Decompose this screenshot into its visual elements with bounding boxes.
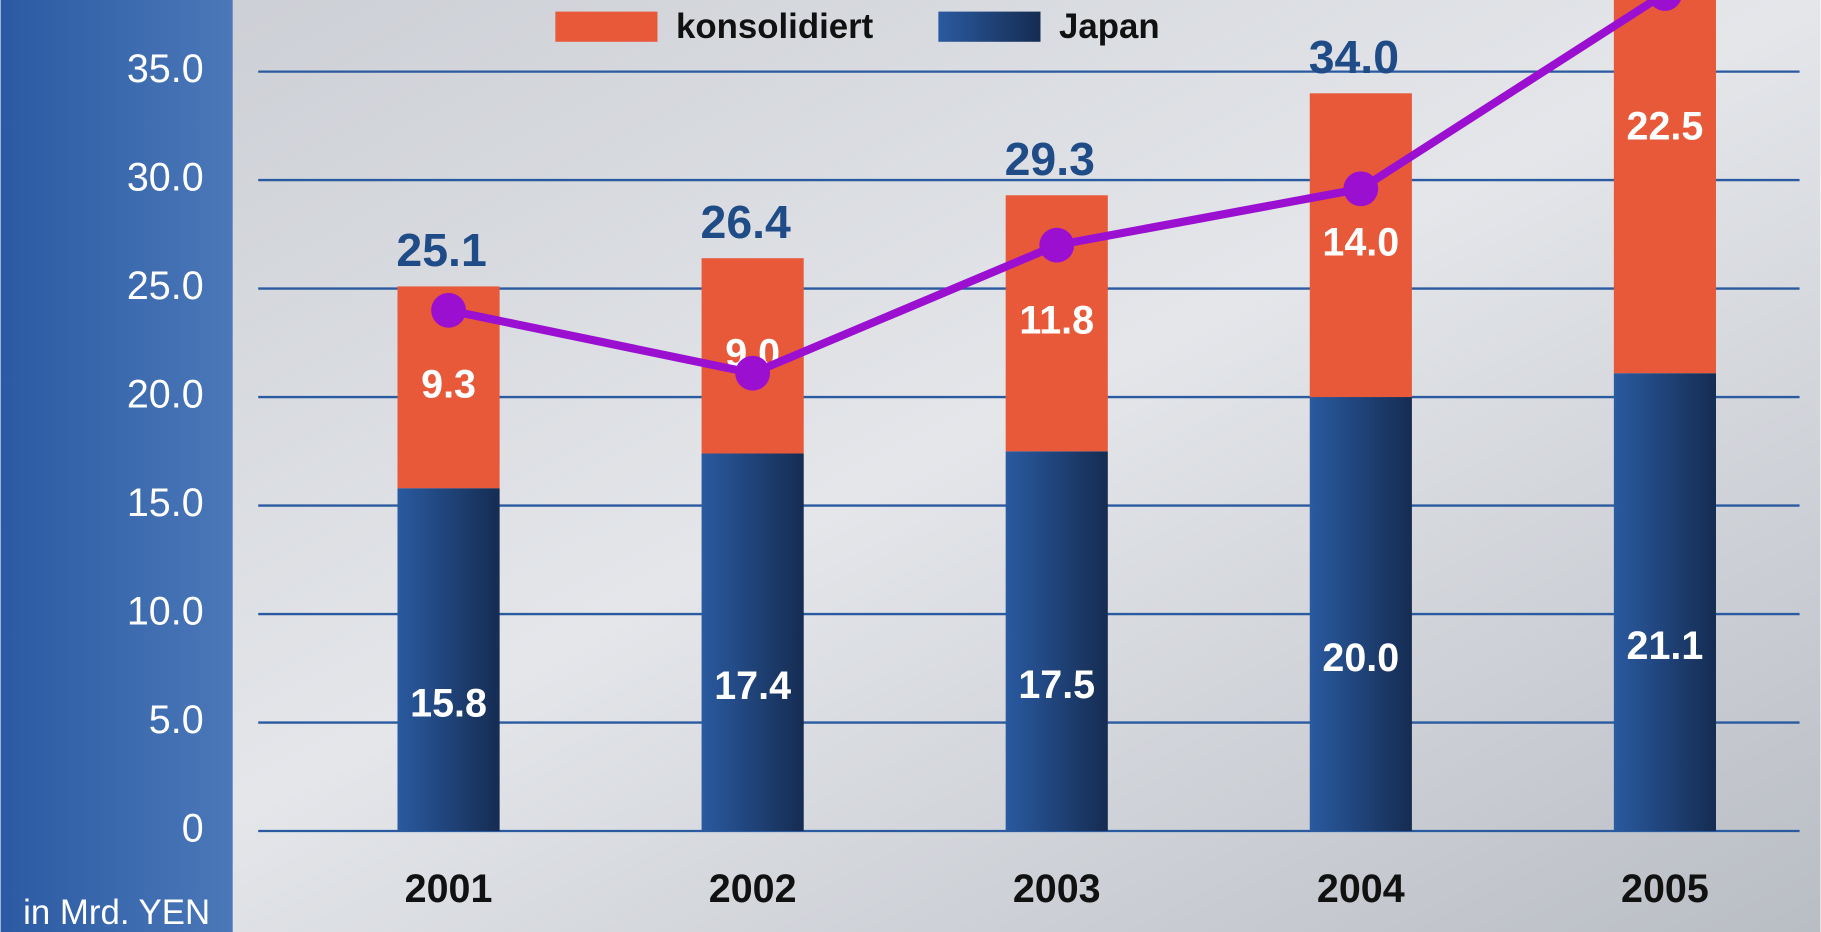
- y-tick-label: 5.0: [149, 698, 204, 742]
- y-tick-label: 35.0: [127, 47, 204, 91]
- data-label: 17.5: [1018, 663, 1095, 707]
- data-label: 15.8: [410, 681, 487, 725]
- x-tick-label: 2005: [1621, 867, 1709, 911]
- y-tick-label: 30.0: [127, 156, 204, 200]
- total-label: 29.3: [1005, 133, 1095, 185]
- data-label: 11.8: [1019, 299, 1094, 343]
- legend-swatch: [555, 11, 658, 42]
- x-tick-label: 2003: [1013, 867, 1101, 911]
- total-label: 26.4: [701, 196, 792, 248]
- bar-segment: [701, 453, 804, 832]
- data-label: 22.5: [1627, 105, 1704, 149]
- legend-swatch: [938, 11, 1041, 42]
- bar-segment: [1005, 451, 1108, 832]
- bar-segment: [1309, 397, 1412, 832]
- line-marker: [1039, 227, 1075, 263]
- y-tick-label: 0: [182, 806, 204, 850]
- y-tick-label: 10.0: [127, 589, 204, 633]
- total-label: 25.1: [396, 224, 486, 276]
- data-label: 14.0: [1322, 221, 1399, 265]
- line-marker: [735, 355, 771, 391]
- bar-segment: [1613, 0, 1716, 374]
- bar-segment: [1613, 373, 1716, 832]
- bar-segment: [397, 488, 500, 832]
- total-label: 34.0: [1309, 31, 1399, 83]
- line-marker: [431, 292, 466, 328]
- y-tick-label: 25.0: [127, 264, 204, 308]
- y-axis-label: in Mrd. YEN: [23, 893, 210, 932]
- x-tick-label: 2002: [709, 867, 797, 911]
- x-tick-label: 2004: [1317, 867, 1405, 911]
- legend-label: Japan: [1059, 7, 1160, 46]
- data-label: 17.4: [714, 664, 791, 708]
- y-tick-label: 15.0: [127, 481, 204, 525]
- y-tick-label: 20.0: [127, 372, 204, 416]
- line-marker: [1343, 171, 1379, 207]
- x-tick-label: 2001: [405, 867, 493, 911]
- bar-segment: [1309, 93, 1412, 398]
- data-label: 9.3: [421, 363, 476, 407]
- axis-panel: [0, 0, 233, 932]
- line-marker: [1648, 0, 1682, 11]
- data-label: 21.1: [1627, 624, 1704, 668]
- legend-label: konsolidiert: [676, 7, 874, 46]
- data-label: 20.0: [1322, 636, 1399, 680]
